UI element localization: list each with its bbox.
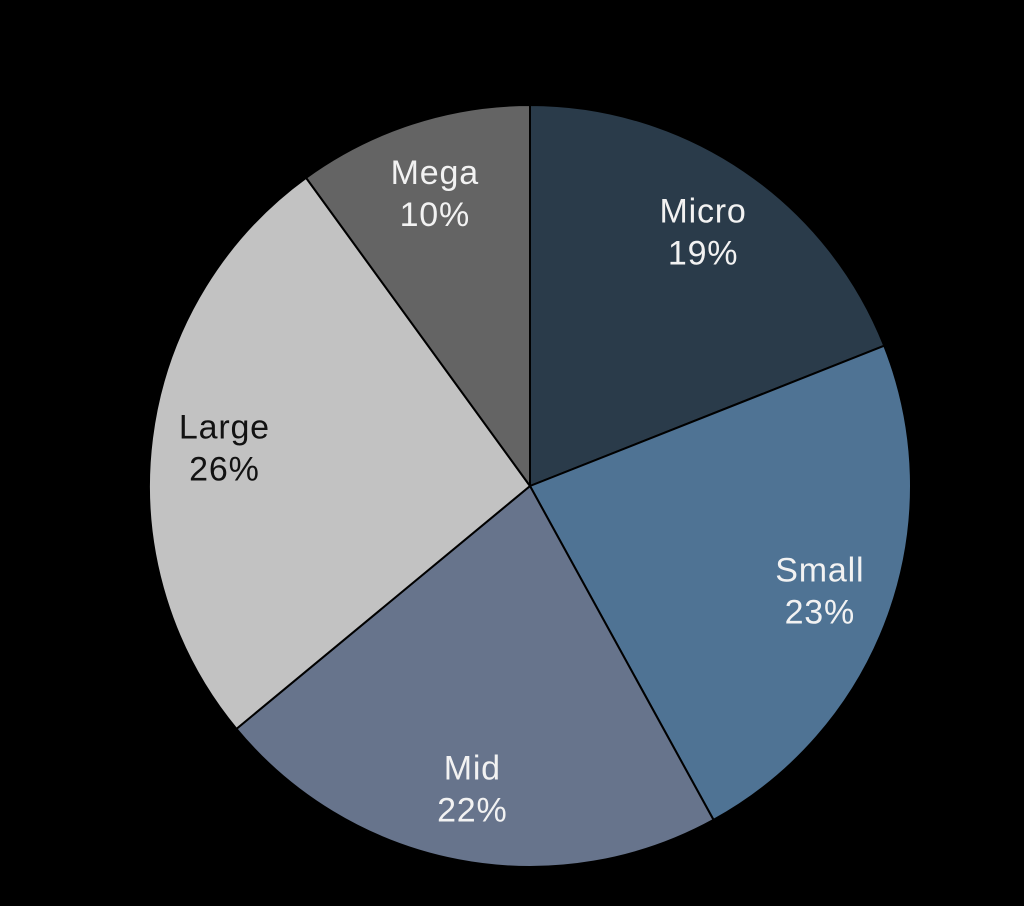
slice-name: Small [775,551,864,589]
slice-percent: 26% [189,450,259,488]
slice-label-mid: Mid 22% [437,750,507,830]
slice-name: Mega [391,154,479,192]
slice-name: Large [179,408,270,446]
slice-name: Mid [444,750,501,788]
pie-slice-small [528,344,912,822]
pie-slice-large [148,176,532,731]
slice-percent: 23% [785,593,855,631]
pie-slice-mid [235,484,715,869]
slice-label-mega: Mega 10% [391,154,479,234]
slice-label-large: Large 26% [179,408,270,488]
slice-name: Micro [660,192,747,230]
slice-percent: 22% [437,792,507,830]
slice-percent: 19% [668,234,738,272]
slice-label-small: Small 23% [775,551,864,631]
pie-slice-micro [529,103,886,488]
slice-label-micro: Micro 19% [660,192,747,272]
pie-slice-mega [304,103,531,490]
slice-percent: 10% [400,196,470,234]
